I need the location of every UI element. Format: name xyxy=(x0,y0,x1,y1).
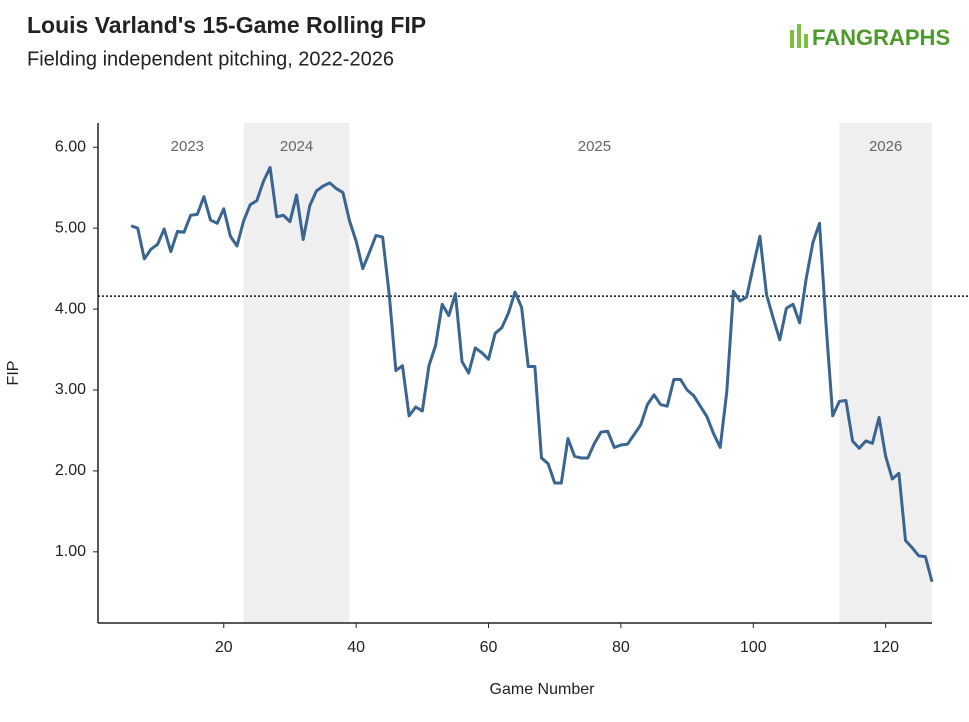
y-tick-label: 2.00 xyxy=(55,462,86,479)
y-axis-label: FIP xyxy=(5,361,22,386)
x-tick-label: 80 xyxy=(612,639,630,656)
x-tick-label: 120 xyxy=(872,639,899,656)
y-tick-label: 1.00 xyxy=(55,543,86,560)
x-tick-label: 20 xyxy=(215,639,233,656)
period-label: 2024 xyxy=(280,138,313,155)
logo-text: FANGRAPHS xyxy=(812,25,950,50)
period-band xyxy=(839,123,932,623)
logo: FANGRAPHS xyxy=(790,24,950,50)
chart-subtitle: Fielding independent pitching, 2022-2026 xyxy=(27,48,394,70)
y-tick-label: 4.00 xyxy=(55,300,86,317)
x-axis-label: Game Number xyxy=(490,681,596,698)
logo-bar xyxy=(797,24,801,48)
x-tick-label: 100 xyxy=(740,639,767,656)
series-line xyxy=(130,165,934,583)
y-tick-label: 3.00 xyxy=(55,381,86,398)
plot: 2023 2024 2025 2026 1.00 2.00 3.00 4.00 5.00 6.00… xyxy=(55,123,969,656)
period-label: 2023 xyxy=(171,138,204,155)
x-tick-label: 40 xyxy=(347,639,365,656)
x-tick-label: 60 xyxy=(480,639,498,656)
logo-bar xyxy=(790,30,794,48)
period-label: 2026 xyxy=(869,138,902,155)
logo-bar xyxy=(804,34,808,48)
period-band xyxy=(243,123,350,623)
y-tick-label: 5.00 xyxy=(55,219,86,236)
y-tick-label: 6.00 xyxy=(55,138,86,155)
period-label: 2025 xyxy=(578,138,611,155)
chart-title: Louis Varland's 15-Game Rolling FIP xyxy=(27,12,426,38)
